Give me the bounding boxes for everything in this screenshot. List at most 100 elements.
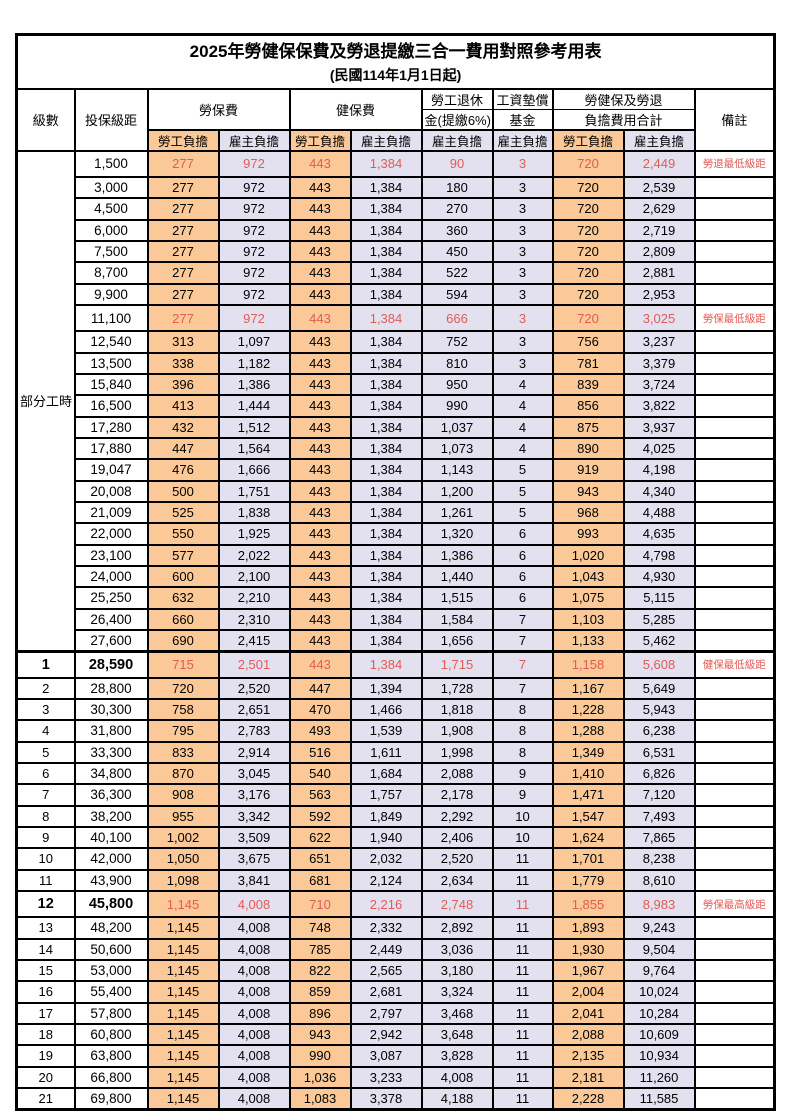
pension-employer-cell: 4,188 <box>420 1086 494 1111</box>
total-employee-cell: 839 <box>551 372 625 397</box>
title-row: 2025年勞健保保費及勞退提繳三合一費用對照參考用表 (民國114年1月1日起) <box>15 33 776 90</box>
labor-fee-employee-cell: 690 <box>146 628 220 653</box>
total-employee-cell: 856 <box>551 394 625 418</box>
health-fee-employee-cell: 443 <box>288 303 352 333</box>
table-row: 2 28,800 720 2,520 447 1,394 1,728 7 1,167 5,649 <box>15 676 776 700</box>
pension-employer-cell: 2,292 <box>420 804 494 828</box>
table-row: 12 45,800 1,145 4,008 710 2,216 2,748 11 1,855 8,… <box>15 889 776 919</box>
note-cell <box>693 330 776 354</box>
health-fee-employer-cell: 1,384 <box>349 415 423 439</box>
health-fee-employer-cell: 2,565 <box>349 958 423 983</box>
table-row: 10 42,000 1,050 3,675 651 2,032 2,520 11 1,701 8,… <box>15 847 776 871</box>
health-fee-employer-cell: 1,384 <box>349 197 423 221</box>
health-fee-employer-cell: 1,611 <box>349 740 423 764</box>
pension-employer-cell: 1,818 <box>420 697 494 722</box>
total-employer-cell: 4,798 <box>622 543 696 567</box>
table-row: 20 66,800 1,145 4,008 1,036 3,233 4,008 11 2,181… <box>15 1065 776 1089</box>
total-employee-cell: 1,075 <box>551 586 625 610</box>
total-employer-cell: 5,608 <box>622 649 696 679</box>
bracket-cell: 57,800 <box>73 1001 149 1025</box>
bracket-cell: 3,000 <box>73 175 149 200</box>
total-employee-cell: 1,103 <box>551 607 625 631</box>
total-employee-cell: 756 <box>551 330 625 354</box>
total-employee-cell: 1,855 <box>551 889 625 919</box>
health-fee-employee-cell: 493 <box>288 719 352 743</box>
note-cell <box>693 937 776 961</box>
pension-employer-cell: 1,200 <box>420 479 494 503</box>
total-employer-cell: 4,198 <box>622 458 696 482</box>
health-fee-employer-cell: 1,384 <box>349 607 423 631</box>
header-row-1: 級數 投保級距 勞保費 健保費 勞工退休 工資墊償 勞健保及勞退 備註 <box>15 87 776 152</box>
bracket-cell: 34,800 <box>73 761 149 786</box>
table-row: 16 55,400 1,145 4,008 859 2,681 3,324 11 2,004 10… <box>15 980 776 1004</box>
table-row: 8,700 277 972 443 1,384 522 3 720 2,881 <box>17 261 776 285</box>
health-fee-employee-cell: 651 <box>288 847 352 871</box>
health-fee-employee-cell: 622 <box>288 825 352 850</box>
subheader-total-employee: 勞工負擔 <box>551 128 625 152</box>
total-employee-cell: 1,893 <box>551 916 625 940</box>
labor-fee-employer-cell: 3,841 <box>217 868 291 892</box>
pension-employer-cell: 594 <box>420 282 494 306</box>
labor-fee-employer-cell: 1,666 <box>217 458 291 482</box>
health-fee-employee-cell: 443 <box>288 218 352 242</box>
bracket-cell: 27,600 <box>73 628 149 653</box>
wage-fund-employer-cell: 9 <box>491 783 554 807</box>
health-fee-employer-cell: 1,384 <box>349 218 423 242</box>
health-fee-employer-cell: 1,384 <box>349 261 423 285</box>
labor-fee-employee-cell: 758 <box>146 697 220 722</box>
health-fee-employee-cell: 1,083 <box>288 1086 352 1111</box>
wage-fund-employer-cell: 3 <box>491 239 554 264</box>
labor-fee-employer-cell: 4,008 <box>217 958 291 983</box>
table-row: 17,880 447 1,564 443 1,384 1,073 4 890 4,025 <box>17 436 776 461</box>
bracket-cell: 55,400 <box>73 980 149 1004</box>
health-fee-employee-cell: 443 <box>288 351 352 375</box>
total-employee-cell: 1,133 <box>551 628 625 653</box>
health-fee-employer-cell: 1,384 <box>349 649 423 679</box>
pension-employer-cell: 450 <box>420 239 494 264</box>
total-employee-cell: 943 <box>551 479 625 503</box>
pension-employer-cell: 2,634 <box>420 868 494 892</box>
level-cell: 14 <box>15 937 76 961</box>
health-fee-employer-cell: 1,849 <box>349 804 423 828</box>
wage-fund-employer-cell: 3 <box>491 197 554 221</box>
note-cell <box>693 697 776 722</box>
labor-fee-employer-cell: 1,182 <box>217 351 291 375</box>
health-fee-employer-cell: 1,384 <box>349 436 423 461</box>
total-employee-cell: 720 <box>551 218 625 242</box>
table-row: 9,900 277 972 443 1,384 594 3 720 2,953 <box>17 282 776 306</box>
health-fee-employer-cell: 3,087 <box>349 1044 423 1068</box>
note-cell <box>693 804 776 828</box>
table-row: 21 69,800 1,145 4,008 1,083 3,378 4,188 11 2,228… <box>15 1086 776 1111</box>
health-fee-employer-cell: 1,384 <box>349 330 423 354</box>
bracket-cell: 1,500 <box>73 149 149 178</box>
health-fee-employee-cell: 540 <box>288 761 352 786</box>
total-employer-cell: 5,649 <box>622 676 696 700</box>
table-row: 6 34,800 870 3,045 540 1,684 2,088 9 1,410 6,826 <box>15 761 776 786</box>
pension-employer-cell: 1,584 <box>420 607 494 631</box>
labor-fee-employer-cell: 4,008 <box>217 889 291 919</box>
health-fee-employee-cell: 896 <box>288 1001 352 1025</box>
pension-employer-cell: 4,008 <box>420 1065 494 1089</box>
health-fee-employee-cell: 563 <box>288 783 352 807</box>
col-header-pension-line1: 勞工退休 <box>420 87 494 110</box>
total-employee-cell: 1,167 <box>551 676 625 700</box>
labor-fee-employee-cell: 1,145 <box>146 958 220 983</box>
level-cell: 21 <box>15 1086 76 1111</box>
bracket-cell: 9,900 <box>73 282 149 306</box>
labor-fee-employer-cell: 2,415 <box>217 628 291 653</box>
wage-fund-employer-cell: 3 <box>491 351 554 375</box>
pension-employer-cell: 666 <box>420 303 494 333</box>
health-fee-employee-cell: 443 <box>288 239 352 264</box>
total-employer-cell: 11,585 <box>622 1086 696 1111</box>
premium-reference-table: 2025年勞健保保費及勞退提繳三合一費用對照參考用表 (民國114年1月1日起)… <box>15 33 777 1111</box>
labor-fee-employee-cell: 1,050 <box>146 847 220 871</box>
health-fee-employer-cell: 1,384 <box>349 149 423 178</box>
table-row: 22,000 550 1,925 443 1,384 1,320 6 993 4,635 <box>17 522 776 546</box>
table-row: 6,000 277 972 443 1,384 360 3 720 2,719 <box>17 218 776 242</box>
pension-employer-cell: 2,088 <box>420 761 494 786</box>
wage-fund-employer-cell: 11 <box>491 916 554 940</box>
health-fee-employer-cell: 1,384 <box>349 564 423 589</box>
pension-employer-cell: 810 <box>420 351 494 375</box>
table-body: 部分工時 1,500 277 972 443 1,384 90 3 720 2,449 勞退最低級距… <box>15 149 776 1111</box>
bracket-cell: 33,300 <box>73 740 149 764</box>
